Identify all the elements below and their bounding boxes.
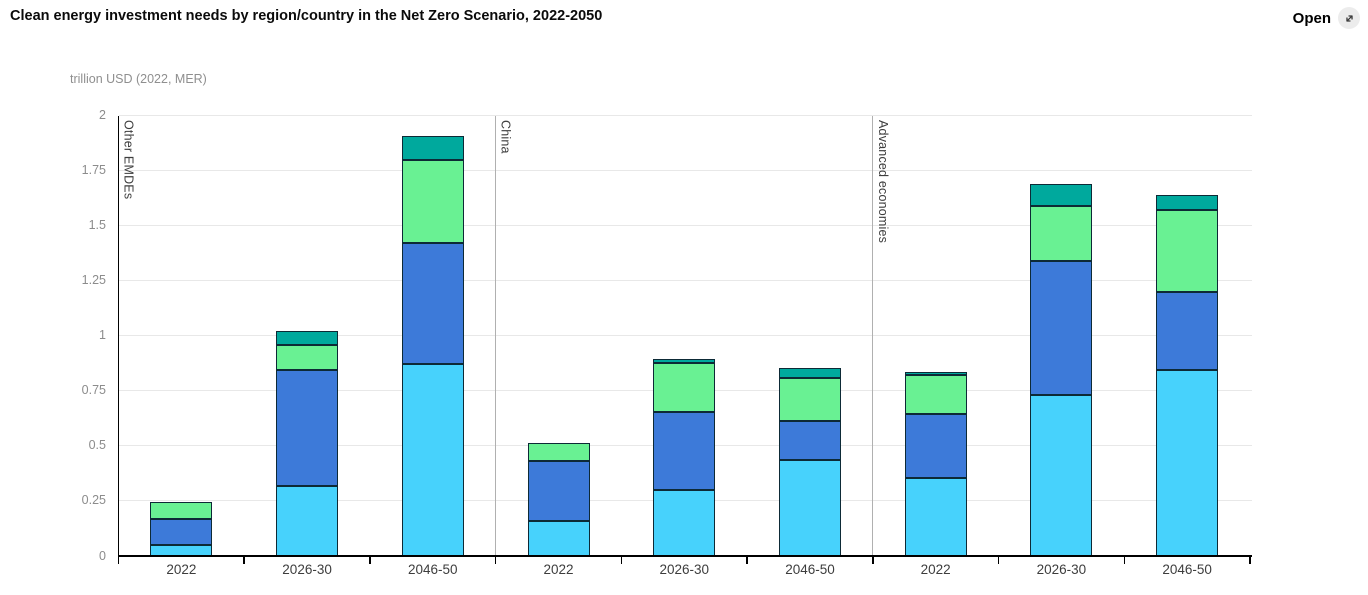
x-axis-tick [369,555,371,564]
bar-segment-light-blue[interactable] [1156,369,1219,556]
bar-segment-light-green[interactable] [401,159,464,244]
bar-segment-blue[interactable] [1156,291,1219,370]
group-divider [872,115,874,556]
bar-segment-blue[interactable] [1030,260,1093,396]
bar-segment-teal[interactable] [1156,194,1219,211]
group-label: China [498,119,513,154]
bar-segment-teal[interactable] [401,136,464,160]
y-gridline [118,115,1252,116]
x-axis-tick [117,555,120,564]
bar-segment-light-blue[interactable] [653,489,716,556]
chart-title: Clean energy investment needs by region/… [10,8,603,24]
y-tick-label: 0.25 [81,493,106,508]
bar-segment-blue[interactable] [150,518,213,545]
x-axis-tick [1123,555,1126,564]
bar-segment-light-green[interactable] [1156,210,1219,292]
group-label: Other EMDEs [121,119,136,199]
bar-segment-light-blue[interactable] [1030,395,1093,556]
bar-segment-light-blue[interactable] [276,485,339,556]
bar-segment-blue[interactable] [778,420,841,461]
x-axis-tick [872,555,874,564]
x-category-label: 2026-30 [1036,562,1087,577]
bar-segment-light-green[interactable] [150,502,213,519]
y-axis-line [117,115,119,557]
open-button[interactable]: Open [1293,7,1360,29]
x-category-label: 2026-30 [282,562,332,577]
bar-segment-teal[interactable] [904,372,967,376]
x-axis-tick [494,555,497,564]
bar-segment-light-green[interactable] [778,377,841,421]
bar-segment-light-blue[interactable] [527,520,590,556]
bar-segment-teal[interactable] [276,331,339,345]
bar-segment-blue[interactable] [401,243,464,365]
bar-segment-light-blue[interactable] [401,364,464,556]
x-category-label: 2022 [920,562,951,577]
x-category-label: 2022 [166,562,197,577]
bar-segment-light-green[interactable] [1030,205,1093,261]
x-axis-tick [620,555,623,564]
y-tick-label: 2 [99,108,106,122]
expand-icon[interactable] [1338,7,1360,29]
y-tick-label: 1.75 [81,163,106,178]
bar-segment-teal[interactable] [653,358,716,364]
bar-segment-blue[interactable] [653,411,716,490]
bar-segment-teal[interactable] [1030,183,1093,206]
bar-segment-light-green[interactable] [904,375,967,414]
y-tick-label: 1.25 [81,273,106,288]
bar-segment-light-green[interactable] [276,344,339,370]
bar-segment-blue[interactable] [276,369,339,486]
bar-segment-teal[interactable] [778,367,841,378]
x-axis-tick [1249,555,1251,564]
y-gridline [118,225,1252,227]
x-category-label: 2022 [543,562,574,577]
y-tick-label: 0 [99,548,106,563]
group-label: Advanced economies [875,119,890,243]
y-axis-unit-label: trillion USD (2022, MER) [70,72,207,86]
x-axis-tick [997,555,1000,564]
bar-segment-light-blue[interactable] [778,460,841,556]
open-button-label: Open [1292,9,1331,27]
bar-segment-light-green[interactable] [653,363,716,412]
x-category-label: 2046-50 [1162,562,1212,577]
x-axis-tick [746,555,748,564]
x-axis-tick [243,555,245,564]
x-category-label: 2026-30 [659,562,709,577]
bar-segment-light-blue[interactable] [904,477,967,556]
y-tick-label: 1.5 [88,218,106,233]
bar-segment-light-green[interactable] [527,442,590,462]
y-gridline [118,280,1252,282]
y-gridline [118,335,1252,337]
y-gridline [118,170,1252,172]
group-divider [495,115,497,556]
x-axis-line [117,555,1252,557]
x-category-label: 2046-50 [785,562,835,577]
x-category-label: 2046-50 [408,562,458,577]
bar-segment-blue[interactable] [527,461,590,521]
y-tick-label: 0.75 [81,383,106,398]
bar-segment-blue[interactable] [904,413,967,478]
y-tick-label: 1 [99,328,106,343]
y-tick-label: 0.5 [88,438,106,453]
